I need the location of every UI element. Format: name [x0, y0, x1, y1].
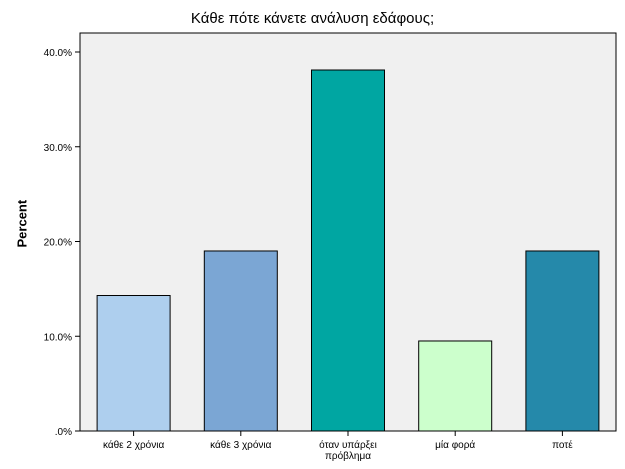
- bar: [203, 250, 278, 432]
- y-axis: .0% 10.0% 20.0% 30.0% 40.0%: [44, 48, 80, 438]
- x-tick-label: μία φορά: [435, 439, 475, 451]
- bar: [418, 340, 493, 432]
- bar: [96, 295, 171, 432]
- y-tick-label: 40.0%: [44, 48, 72, 59]
- y-tick-label: 30.0%: [44, 143, 72, 154]
- bars: [96, 69, 600, 432]
- y-tick-label: 20.0%: [44, 238, 72, 249]
- chart-title: Κάθε πότε κάνετε ανάλυση εδάφους;: [190, 10, 435, 27]
- x-tick-label: πρόβλημα: [325, 450, 371, 462]
- bar: [525, 250, 600, 432]
- y-tick-label: 10.0%: [44, 332, 72, 343]
- x-tick-label: ποτέ: [552, 439, 573, 451]
- y-tick-label: .0%: [55, 427, 72, 438]
- x-axis: κάθε 2 χρόνια κάθε 3 χρόνια όταν υπάρξειπρ…: [103, 431, 573, 462]
- x-tick-label: όταν υπάρξει: [319, 439, 377, 451]
- x-tick-label: κάθε 2 χρόνια: [103, 439, 165, 451]
- bar: [311, 69, 385, 432]
- x-tick-label: κάθε 3 χρόνια: [210, 439, 272, 451]
